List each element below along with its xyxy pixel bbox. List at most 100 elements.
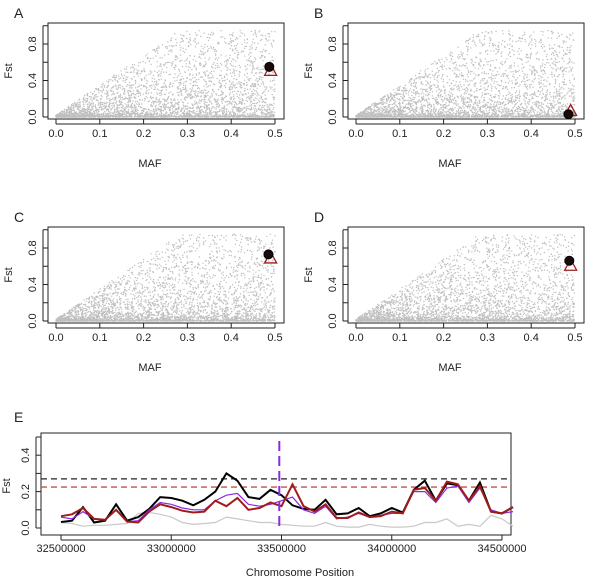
scatter-point [395, 114, 398, 116]
scatter-point [247, 96, 249, 98]
scatter-point [195, 101, 198, 104]
scatter-point [137, 86, 139, 88]
scatter-point [224, 96, 226, 99]
scatter-point [272, 96, 275, 98]
scatter-point [420, 103, 423, 105]
scatter-point [573, 62, 575, 64]
scatter-point [182, 86, 184, 89]
scatter-point [213, 91, 215, 93]
scatter-point [133, 107, 135, 109]
scatter-point [79, 103, 81, 105]
scatter-point [217, 105, 219, 108]
scatter-point [124, 81, 127, 84]
scatter-point [155, 98, 157, 100]
scatter-point [524, 108, 526, 110]
scatter-point [163, 65, 165, 67]
scatter-point [418, 95, 420, 98]
scatter-point [241, 93, 243, 95]
scatter-point [175, 44, 177, 47]
scatter-point [131, 112, 133, 115]
scatter-point [189, 55, 191, 57]
scatter-point [193, 112, 196, 114]
scatter-point [255, 47, 258, 49]
scatter-point [498, 97, 500, 99]
scatter-point [416, 77, 418, 79]
scatter-point [471, 60, 474, 62]
scatter-point [198, 110, 200, 113]
scatter-point [387, 95, 389, 97]
scatter-point [115, 97, 117, 99]
scatter-point [69, 112, 72, 115]
scatter-point [115, 102, 117, 104]
scatter-point [220, 90, 223, 92]
scatter-point [497, 83, 499, 86]
scatter-point [111, 105, 113, 107]
scatter-point [159, 57, 161, 59]
scatter-point [171, 51, 173, 53]
scatter-point [194, 92, 196, 95]
scatter-point [67, 111, 70, 114]
scatter-point [101, 90, 103, 92]
scatter-point [225, 116, 227, 118]
scatter-point [486, 93, 488, 95]
y-tick-label: 0.0 [27, 109, 39, 124]
scatter-point [568, 38, 571, 40]
scatter-point [477, 35, 479, 38]
scatter-point [481, 94, 484, 96]
scatter-point [128, 87, 131, 89]
scatter-point [154, 108, 157, 110]
scatter-point [133, 96, 136, 98]
scatter-point [255, 33, 257, 36]
scatter-point [264, 109, 266, 111]
scatter-point [443, 98, 446, 101]
scatter-point [170, 112, 173, 115]
scatter-point [106, 92, 109, 95]
scatter-point [271, 104, 274, 107]
scatter-point [74, 111, 76, 113]
scatter-point [124, 68, 126, 70]
scatter-point [237, 51, 240, 54]
scatter-point [177, 110, 179, 113]
scatter-point [76, 113, 79, 116]
scatter-point [189, 79, 191, 81]
scatter-point [220, 85, 222, 88]
scatter-point [144, 76, 146, 79]
scatter-point [122, 110, 125, 113]
scatter-point [254, 82, 256, 85]
scatter-point [165, 104, 167, 106]
scatter-point [204, 75, 207, 77]
scatter-point [146, 53, 148, 55]
scatter-point [83, 105, 85, 108]
scatter-point [247, 78, 249, 81]
scatter-point [262, 82, 265, 84]
scatter-point [459, 81, 461, 83]
scatter-point [171, 115, 173, 117]
scatter-point [458, 76, 460, 78]
scatter-point [197, 113, 200, 115]
scatter-point [149, 72, 152, 75]
scatter-point [210, 76, 212, 79]
scatter-point [394, 96, 396, 99]
scatter-point [557, 67, 559, 69]
scatter-point [154, 112, 156, 115]
scatter-point [154, 86, 156, 88]
scatter-point [72, 103, 74, 105]
scatter-point [102, 105, 105, 108]
scatter-point [111, 98, 113, 101]
scatter-point [117, 96, 120, 98]
scatter-point [122, 105, 125, 108]
scatter-point [189, 110, 191, 112]
x-tick-label: 0.5 [267, 128, 282, 140]
scatter-point [180, 83, 182, 85]
scatter-point [165, 85, 167, 87]
scatter-point [254, 90, 256, 92]
scatter-point [150, 84, 153, 87]
scatter-point [433, 97, 435, 100]
scatter-point [450, 89, 453, 91]
scatter-point [533, 31, 535, 33]
scatter-point [169, 73, 172, 76]
scatter-point [194, 100, 196, 103]
scatter-point [558, 98, 560, 101]
scatter-point [227, 114, 230, 116]
